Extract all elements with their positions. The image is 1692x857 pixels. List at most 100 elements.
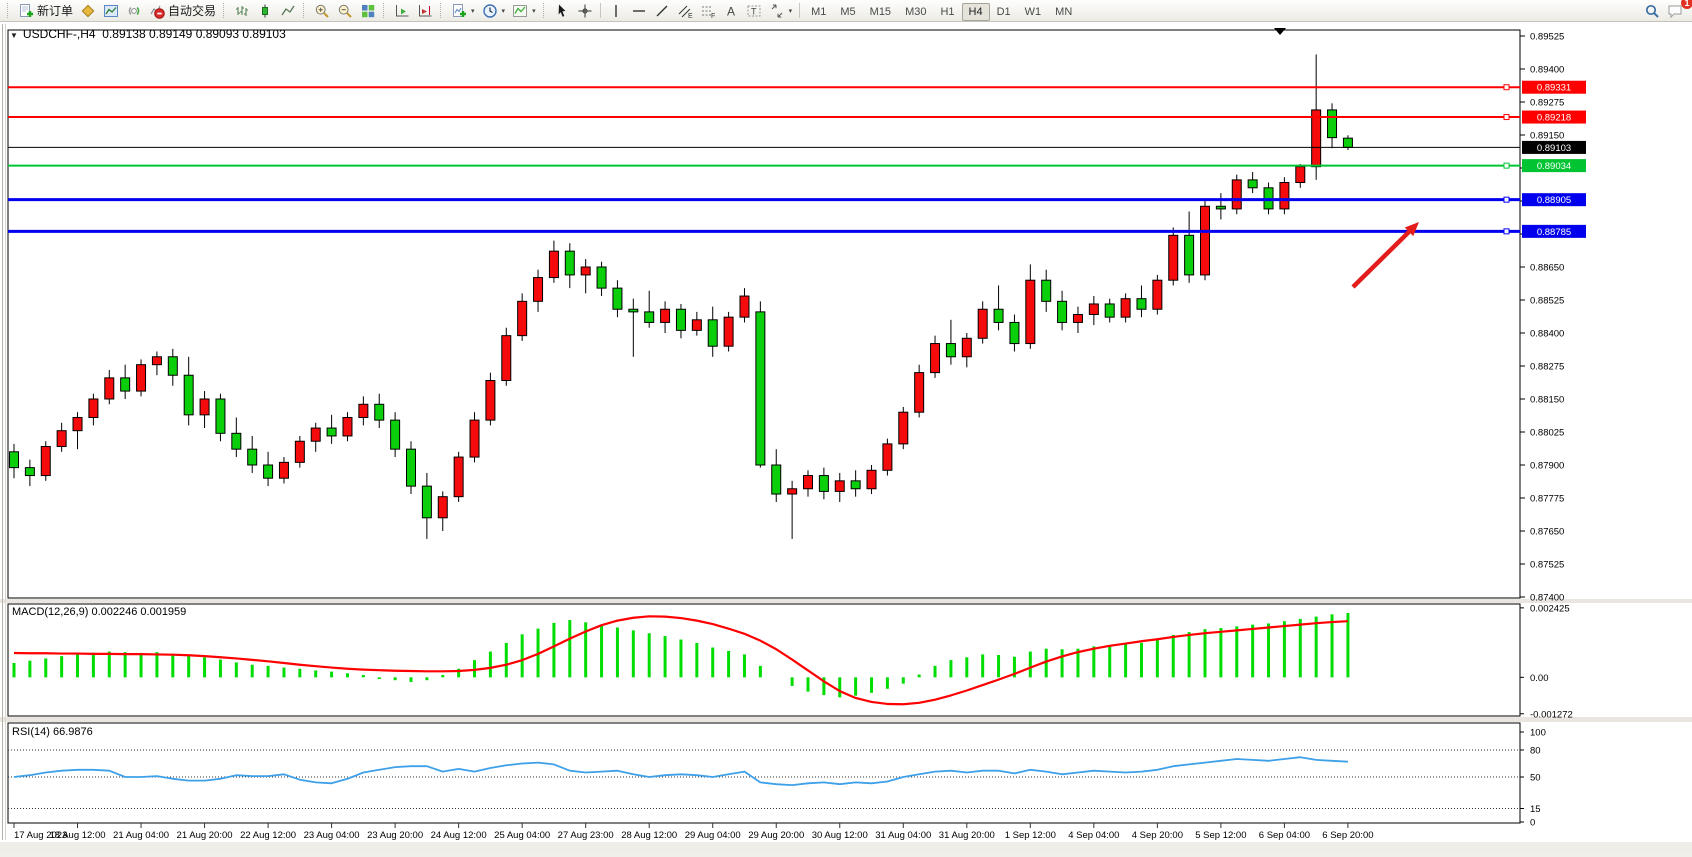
vertical-line-tool-button[interactable] [605, 1, 627, 20]
market-watch-button[interactable] [77, 1, 99, 20]
candle[interactable] [326, 427, 337, 437]
candle[interactable] [930, 343, 941, 374]
timeframe-w1[interactable]: W1 [1024, 5, 1042, 18]
candle[interactable] [834, 480, 845, 492]
candlestick-type-button[interactable] [254, 1, 276, 20]
timeframe-mn[interactable]: MN [1055, 5, 1073, 18]
line-handle[interactable] [1503, 114, 1510, 121]
candle[interactable] [231, 432, 242, 450]
candle[interactable] [612, 287, 623, 310]
candle[interactable] [1231, 179, 1242, 210]
candle[interactable] [24, 467, 35, 477]
candle[interactable] [977, 308, 988, 339]
line-chart-type-button[interactable] [277, 1, 299, 20]
candle[interactable] [40, 446, 51, 477]
zoom-in-button[interactable] [311, 1, 333, 20]
zoom-out-button[interactable] [334, 1, 356, 20]
text-label-tool-button[interactable]: T [743, 1, 765, 20]
candle[interactable] [961, 337, 972, 358]
candle[interactable] [151, 356, 162, 366]
line-handle[interactable] [1503, 84, 1510, 91]
timeframe-m5[interactable]: M5 [840, 5, 856, 18]
candle[interactable] [358, 403, 369, 418]
candle[interactable] [501, 335, 512, 382]
new-order-button[interactable]: 新订单 [15, 1, 76, 20]
crosshair-tool-button[interactable] [574, 1, 596, 20]
candle[interactable] [1057, 300, 1068, 323]
candle[interactable] [294, 440, 305, 463]
candle[interactable] [1009, 321, 1020, 345]
candle[interactable] [1136, 298, 1147, 310]
candle[interactable] [1041, 279, 1052, 302]
text-tool-button[interactable]: A [720, 1, 742, 20]
candle[interactable] [707, 319, 718, 347]
candle[interactable] [596, 266, 607, 289]
candle[interactable] [628, 308, 639, 313]
candle[interactable] [278, 461, 289, 479]
new-chart-button[interactable]: ▾ [448, 1, 478, 20]
candle[interactable] [136, 364, 147, 392]
auto-trading-button[interactable]: 自动交易 [146, 1, 219, 20]
tile-windows-button[interactable] [357, 1, 379, 20]
candle[interactable] [644, 311, 655, 323]
candle[interactable] [675, 308, 686, 331]
timeframe-d1[interactable]: D1 [996, 5, 1011, 18]
candle[interactable] [723, 316, 734, 347]
candle[interactable] [1168, 234, 1179, 281]
collapse-icon[interactable]: ▼ [10, 31, 18, 40]
candle[interactable] [517, 300, 528, 337]
candle[interactable] [374, 403, 385, 421]
candle[interactable] [1279, 182, 1290, 210]
candle[interactable] [56, 430, 67, 448]
candle[interactable] [469, 419, 480, 458]
candle[interactable] [564, 250, 575, 276]
bar-chart-type-button[interactable] [231, 1, 253, 20]
candle[interactable] [104, 377, 115, 400]
rsi-panel-frame[interactable] [7, 722, 1521, 824]
candle[interactable] [421, 485, 432, 519]
candle[interactable] [993, 308, 1004, 323]
candle[interactable] [1295, 166, 1306, 184]
candle[interactable] [263, 464, 274, 479]
candle[interactable] [1342, 137, 1353, 148]
chart-window[interactable]: 0.895250.894000.892750.891500.890250.889… [0, 22, 1692, 852]
candle[interactable] [1088, 303, 1099, 316]
candle[interactable] [850, 480, 861, 490]
signals-button[interactable] [123, 1, 145, 20]
candle[interactable] [660, 308, 671, 323]
timeframe-m1[interactable]: M1 [811, 5, 827, 18]
candle[interactable] [247, 448, 258, 466]
candle[interactable] [183, 374, 194, 416]
candle[interactable] [787, 488, 798, 495]
panel-splitter[interactable] [0, 717, 1692, 722]
candle[interactable] [88, 398, 99, 418]
candle[interactable] [818, 475, 829, 492]
candle[interactable] [1215, 205, 1226, 210]
candle[interactable] [866, 469, 877, 490]
line-handle[interactable] [1503, 162, 1510, 169]
auto-scroll-button[interactable] [391, 1, 413, 20]
candle[interactable] [406, 448, 416, 487]
candle[interactable] [342, 416, 353, 437]
candle[interactable] [771, 464, 782, 495]
candle[interactable] [882, 443, 893, 471]
price-chart-canvas[interactable]: 0.895250.894000.892750.891500.890250.889… [0, 22, 1692, 852]
candle[interactable] [1072, 314, 1083, 323]
cursor-tool-button[interactable] [551, 1, 573, 20]
candle[interactable] [945, 343, 956, 358]
templates-button[interactable]: ▾ [509, 1, 539, 20]
candle[interactable] [485, 380, 496, 421]
timeframe-m15[interactable]: M15 [869, 5, 892, 18]
fibonacci-tool-button[interactable]: F [697, 1, 719, 20]
candle[interactable] [390, 419, 401, 450]
candle[interactable] [167, 356, 178, 376]
macd-panel-frame[interactable] [7, 603, 1521, 717]
channel-tool-button[interactable]: E [674, 1, 696, 20]
candle[interactable] [199, 398, 210, 416]
candle[interactable] [9, 451, 19, 469]
candle[interactable] [1152, 279, 1163, 310]
search-button[interactable] [1641, 1, 1663, 20]
candle[interactable] [72, 416, 83, 432]
chart-window-button[interactable] [100, 1, 122, 20]
candle[interactable] [739, 295, 750, 318]
